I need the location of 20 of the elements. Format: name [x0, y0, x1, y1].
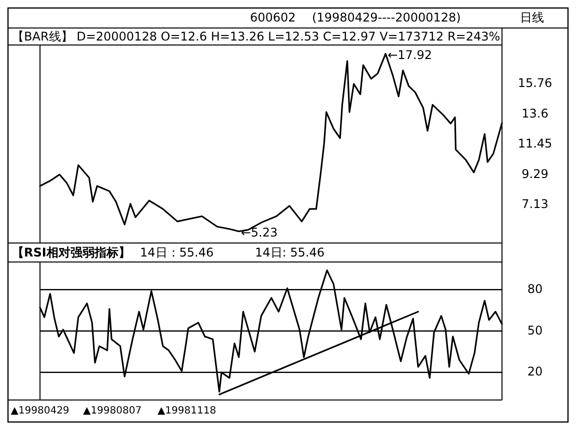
y-tick-label: 13.6: [522, 106, 548, 120]
chart-title: 【RSI相对强弱指标】: [12, 245, 130, 260]
y-tick-label: 9.29: [522, 166, 548, 181]
x-tick-label: ▲19980807: [83, 406, 142, 417]
annotation: ←17.92: [388, 48, 432, 62]
x-tick-label: ▲19981118: [157, 406, 216, 417]
y-tick-label: 80: [527, 282, 543, 296]
chart-subtitle: 【BAR线】 D=20000128 O=12.6 H=13.26 L=12.53 C=12.97 V=173712 R=243%: [12, 29, 500, 44]
text: 日线: [520, 10, 544, 24]
text: 600602: [250, 10, 296, 24]
x-tick-label: ▲19980429: [10, 406, 70, 417]
annotation: ←5.23: [240, 226, 278, 240]
y-tick-label: 11.45: [518, 136, 552, 151]
y-tick-label: 15.76: [518, 76, 552, 90]
text: 14日：55.46: [140, 245, 214, 260]
y-tick-label: 7.13: [522, 197, 548, 212]
y-tick-label: 50: [527, 323, 543, 338]
y-tick-label: 20: [527, 364, 543, 379]
text: 14日: 55.46: [255, 245, 324, 260]
text: (19980429----20000128): [312, 10, 461, 24]
